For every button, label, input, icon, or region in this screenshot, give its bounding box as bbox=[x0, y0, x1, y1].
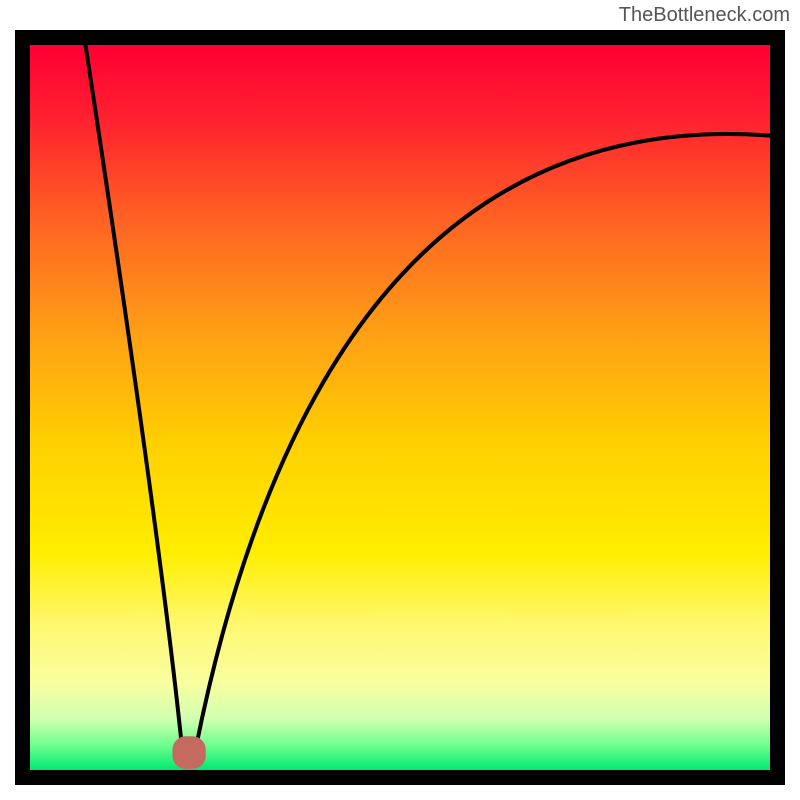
chart-frame bbox=[15, 30, 785, 785]
chart-plot-area bbox=[30, 45, 770, 770]
attribution-text: TheBottleneck.com bbox=[619, 4, 790, 27]
figure-container: TheBottleneck.com bbox=[0, 0, 800, 800]
chart-svg bbox=[30, 45, 770, 770]
